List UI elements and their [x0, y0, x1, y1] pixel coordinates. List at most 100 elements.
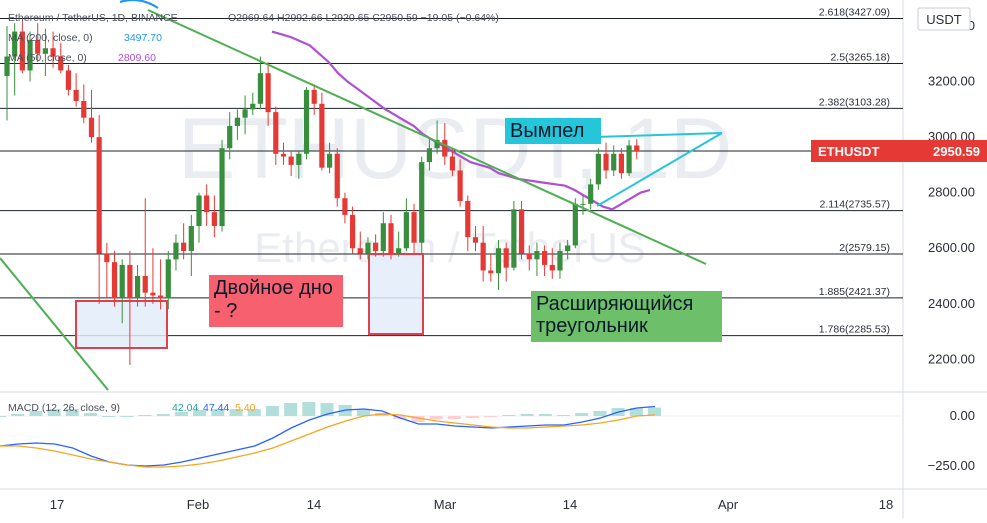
candle-body[interactable] [603, 153, 609, 171]
candle-body[interactable] [288, 156, 294, 165]
candle-body[interactable] [472, 237, 479, 243]
candle-body[interactable] [326, 153, 333, 168]
candle-body[interactable] [518, 209, 525, 254]
candle-body[interactable] [465, 201, 471, 238]
candle-body[interactable] [96, 137, 102, 254]
candle-body[interactable] [88, 117, 95, 138]
candle-body[interactable] [480, 242, 486, 271]
candle-body[interactable] [565, 245, 571, 252]
currency-button[interactable]: USDT [917, 7, 971, 31]
candle-body[interactable] [280, 153, 287, 157]
candle-body[interactable] [403, 212, 409, 249]
candle-body[interactable] [511, 209, 517, 268]
candle-body[interactable] [27, 39, 33, 71]
candle-body[interactable] [342, 198, 348, 215]
lower-trendline[interactable] [0, 257, 109, 391]
candle-body[interactable] [4, 56, 10, 77]
macd-axis[interactable]: 0.00 −250.00 [928, 408, 975, 473]
candle-body[interactable] [572, 203, 578, 246]
macd-panel[interactable] [0, 402, 903, 468]
candle-body[interactable] [419, 162, 425, 243]
candle-body[interactable] [181, 242, 187, 252]
candle-body[interactable] [42, 48, 48, 54]
candle-body[interactable] [626, 145, 632, 174]
candle-body[interactable] [142, 276, 148, 293]
candle-body[interactable] [380, 223, 386, 252]
double-bottom-label[interactable]: Двойное дно - ? [209, 275, 343, 327]
candle-body[interactable] [188, 226, 194, 252]
candle-body[interactable] [534, 251, 540, 260]
candle-body[interactable] [111, 262, 118, 299]
candle-body[interactable] [196, 195, 202, 227]
candle-body[interactable] [127, 264, 133, 299]
candle-body[interactable] [35, 39, 41, 54]
pennant-upper-line[interactable] [594, 132, 723, 138]
candle-body[interactable] [211, 212, 217, 227]
double-bottom-box-left[interactable] [75, 300, 168, 349]
candle-body[interactable] [119, 264, 125, 299]
signal-line[interactable] [0, 413, 656, 468]
candle-body[interactable] [234, 117, 240, 127]
candle-body[interactable] [434, 139, 440, 149]
time-axis[interactable]: 17 Feb 14 Mar 14 Apr 18 [50, 497, 893, 512]
candle-body[interactable] [65, 70, 72, 90]
candle-body[interactable] [618, 153, 624, 174]
candle-body[interactable] [457, 170, 463, 202]
candle-body[interactable] [373, 242, 379, 252]
highlight-boxes[interactable] [75, 253, 424, 349]
candle-body[interactable] [158, 295, 164, 299]
candle-body[interactable] [50, 48, 56, 57]
candle-body[interactable] [250, 103, 256, 110]
candle-body[interactable] [81, 101, 87, 118]
candle-body[interactable] [526, 253, 532, 260]
candle-body[interactable] [273, 112, 279, 154]
pennant-label[interactable]: Вымпел [505, 118, 601, 144]
descending-trendline[interactable] [147, 9, 707, 265]
candle-body[interactable] [19, 31, 25, 71]
candle-body[interactable] [588, 184, 594, 204]
candle-body[interactable] [265, 73, 271, 113]
candle-body[interactable] [173, 242, 179, 260]
candle-body[interactable] [204, 195, 210, 213]
candle-body[interactable] [442, 139, 448, 157]
candle-body[interactable] [634, 145, 640, 152]
candle-body[interactable] [396, 248, 402, 254]
candle-body[interactable] [296, 153, 302, 165]
candle-body[interactable] [503, 248, 509, 268]
candle-body[interactable] [449, 156, 456, 171]
candle-body[interactable] [134, 276, 141, 299]
candle-body[interactable] [319, 103, 325, 168]
candle-body[interactable] [303, 89, 310, 154]
candle-body[interactable] [311, 89, 317, 104]
candle-body[interactable] [488, 270, 494, 274]
candle-body[interactable] [611, 153, 617, 171]
candle-body[interactable] [580, 203, 586, 205]
double-bottom-box-right[interactable] [368, 253, 424, 335]
candle-body[interactable] [58, 56, 64, 71]
candle-body[interactable] [388, 223, 394, 254]
candle-body[interactable] [104, 253, 110, 263]
candle-body[interactable] [365, 242, 371, 254]
candle-body[interactable] [557, 251, 563, 271]
candle-body[interactable] [150, 292, 156, 296]
candle-body[interactable] [350, 214, 356, 249]
candle-body[interactable] [73, 89, 79, 102]
candle-body[interactable] [257, 73, 264, 104]
candle-body[interactable] [595, 153, 601, 185]
candle-body[interactable] [495, 248, 502, 274]
candle-body[interactable] [227, 126, 233, 149]
candle-body[interactable] [426, 148, 432, 163]
candle-body[interactable] [549, 264, 555, 271]
candle-body[interactable] [165, 259, 171, 299]
candle-body[interactable] [411, 212, 417, 243]
candle-body[interactable] [542, 251, 548, 265]
candle-body[interactable] [242, 109, 248, 118]
ma50-line[interactable] [271, 30, 651, 211]
candle-body[interactable] [219, 148, 225, 227]
pennant-lower-line[interactable] [596, 132, 723, 207]
triangle-label[interactable]: Расширяющийся треугольник [531, 291, 722, 342]
ma200-line[interactable] [119, 0, 159, 9]
candle-body[interactable] [12, 31, 18, 57]
candle-body[interactable] [357, 248, 363, 254]
